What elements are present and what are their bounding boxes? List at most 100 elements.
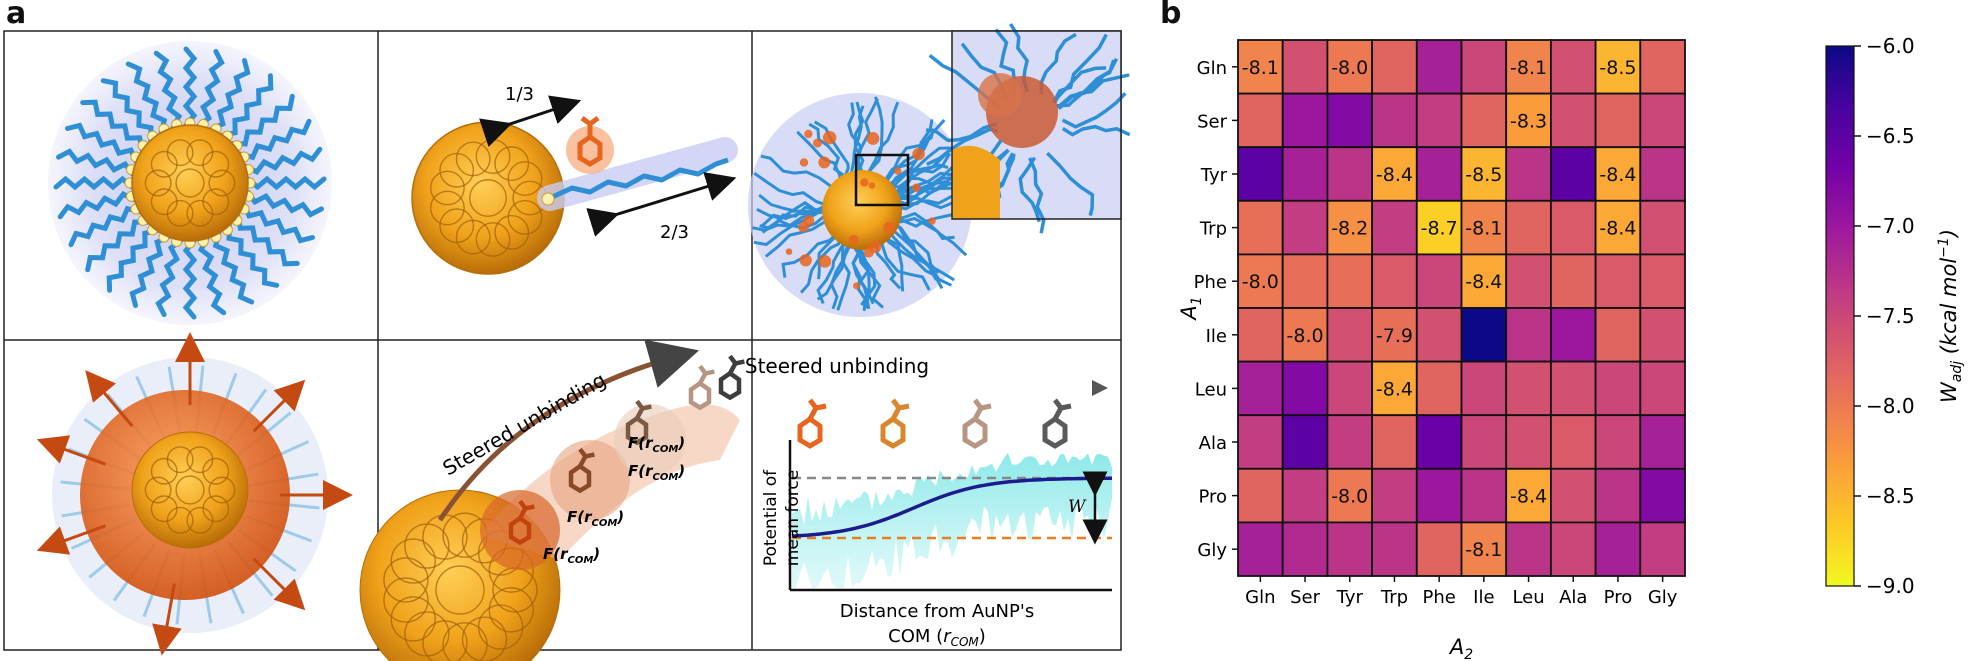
- heatmap-cell: [1639, 146, 1686, 202]
- ligand-chain: [56, 148, 136, 177]
- gold-facet: [175, 168, 205, 198]
- ligand-chain: [182, 46, 198, 128]
- heatmap-cell-value: -8.5: [1599, 57, 1636, 79]
- ligand-chain: [889, 211, 968, 257]
- bound-molecule: [798, 221, 809, 233]
- heatmap-cell: [1550, 92, 1597, 149]
- heatmap-cell: [1326, 360, 1374, 417]
- force-label: F(rCOM): [628, 462, 685, 483]
- ligand-chain: [129, 234, 171, 308]
- heatmap-cell: [1415, 414, 1463, 470]
- ligand-chain: [758, 193, 829, 214]
- pmf-molecule-icon: [797, 398, 827, 449]
- heatmap-cell-value: -8.2: [1331, 218, 1368, 240]
- heatmap-cell: [1550, 146, 1597, 202]
- x-tick-label: Gly: [1648, 587, 1678, 608]
- heatmap-cell: [1505, 414, 1552, 470]
- heatmap-cell: [1415, 360, 1463, 417]
- heatmap-cell: [1639, 521, 1686, 577]
- gold-facet: [439, 208, 475, 244]
- heatmap-cell: [1326, 92, 1374, 149]
- pmf-title: Steered unbinding: [745, 354, 929, 378]
- ligand-chain: [877, 231, 931, 291]
- ligand-chain: [883, 128, 935, 185]
- heatmap-cell: [1639, 199, 1686, 256]
- y-tick-label: Ala: [1199, 433, 1227, 454]
- heatmap-cell: [1460, 414, 1508, 470]
- heatmap-cell-value: -8.4: [1376, 164, 1413, 186]
- gold-facet: [150, 457, 178, 485]
- heatmap-cell: [1639, 414, 1686, 470]
- bound-molecule: [853, 282, 860, 290]
- heatmap-cell-value: -8.1: [1465, 218, 1502, 240]
- heatmap-cell: [1505, 521, 1552, 577]
- colorbar-tick-label: −9.0: [1866, 574, 1915, 598]
- aunp-with-bound-molecules: [36, 332, 353, 656]
- gold-facet: [475, 222, 511, 257]
- ligand-chain: [182, 238, 198, 320]
- gold-facet: [208, 169, 236, 197]
- heatmap-cell: [1281, 521, 1329, 577]
- heatmap-cell: [1281, 253, 1329, 309]
- force-label: F(rCOM): [567, 508, 624, 529]
- bound-molecule: [804, 129, 813, 139]
- gold-facet: [488, 587, 534, 633]
- ligand-chain: [890, 210, 963, 228]
- ligand-chain: [241, 202, 315, 244]
- heatmap-cell: [1550, 199, 1597, 256]
- gold-facet: [144, 169, 172, 197]
- ligand-chain: [1056, 57, 1119, 108]
- ligand-chain: [1046, 151, 1095, 217]
- heatmap-cell: [1594, 92, 1642, 149]
- heatmap-cell: [1281, 146, 1329, 202]
- ligand-chain: [926, 127, 999, 166]
- ligand-chain: [764, 220, 833, 258]
- heatmap-cell: [1281, 39, 1329, 95]
- heatmap-cell: [1550, 360, 1597, 417]
- heatmap-cell: [1237, 199, 1284, 256]
- unbinding-molecule: [508, 499, 535, 546]
- ligand-chain: [53, 175, 135, 191]
- panel-b-letter: b: [1160, 0, 1182, 31]
- heatmap-cell-value: -8.0: [1242, 271, 1279, 293]
- heatmap-cell: [1505, 307, 1552, 363]
- ligand-chain: [65, 122, 139, 164]
- heatmap-cell: [1460, 146, 1508, 202]
- ligand-chain: [836, 236, 854, 311]
- colorbar-tick-label: −7.5: [1866, 304, 1915, 328]
- heatmap-cell: [1281, 92, 1329, 149]
- gold-facet: [429, 190, 465, 226]
- unbinding-molecule: [688, 364, 715, 411]
- heatmap-cell-value: -8.0: [1287, 325, 1324, 347]
- pmf-plot: Steered unbinding W Potential of mean fo…: [745, 354, 1113, 649]
- heatmap-cell: [1415, 307, 1463, 363]
- ligand-chain: [799, 231, 843, 294]
- heatmap-cell: [1415, 199, 1463, 256]
- heatmap-cell: [1594, 253, 1642, 309]
- heatmap-cell: [1505, 199, 1552, 256]
- ligand-chain: [57, 190, 137, 220]
- heatmap-cell: [1594, 414, 1642, 470]
- heatmap-cell: [1281, 414, 1329, 470]
- bound-molecule: [860, 178, 869, 187]
- heatmap-cell: [1326, 307, 1374, 363]
- bound-molecule: [785, 248, 793, 256]
- gold-facet: [461, 616, 508, 661]
- heatmap-cell: [1639, 253, 1686, 309]
- bound-molecule: [848, 234, 859, 245]
- bound-molecule: [822, 130, 837, 145]
- y-tick-label: Trp: [1199, 219, 1227, 240]
- heatmap-cell: [1415, 146, 1463, 202]
- ligand-chain: [245, 175, 327, 191]
- bound-molecule: [883, 221, 896, 234]
- ligand-chain: [885, 223, 955, 282]
- heatmap-cell: [1237, 521, 1284, 577]
- ligand-chain: [80, 99, 145, 153]
- heatmap-cell: [1237, 307, 1284, 363]
- heatmap-cell: [1326, 39, 1374, 95]
- x-tick-label: Pro: [1604, 587, 1633, 608]
- heatmap-cell: [1594, 39, 1642, 95]
- heatmap-cell-value: -7.9: [1376, 325, 1413, 347]
- gold-facet: [507, 161, 543, 196]
